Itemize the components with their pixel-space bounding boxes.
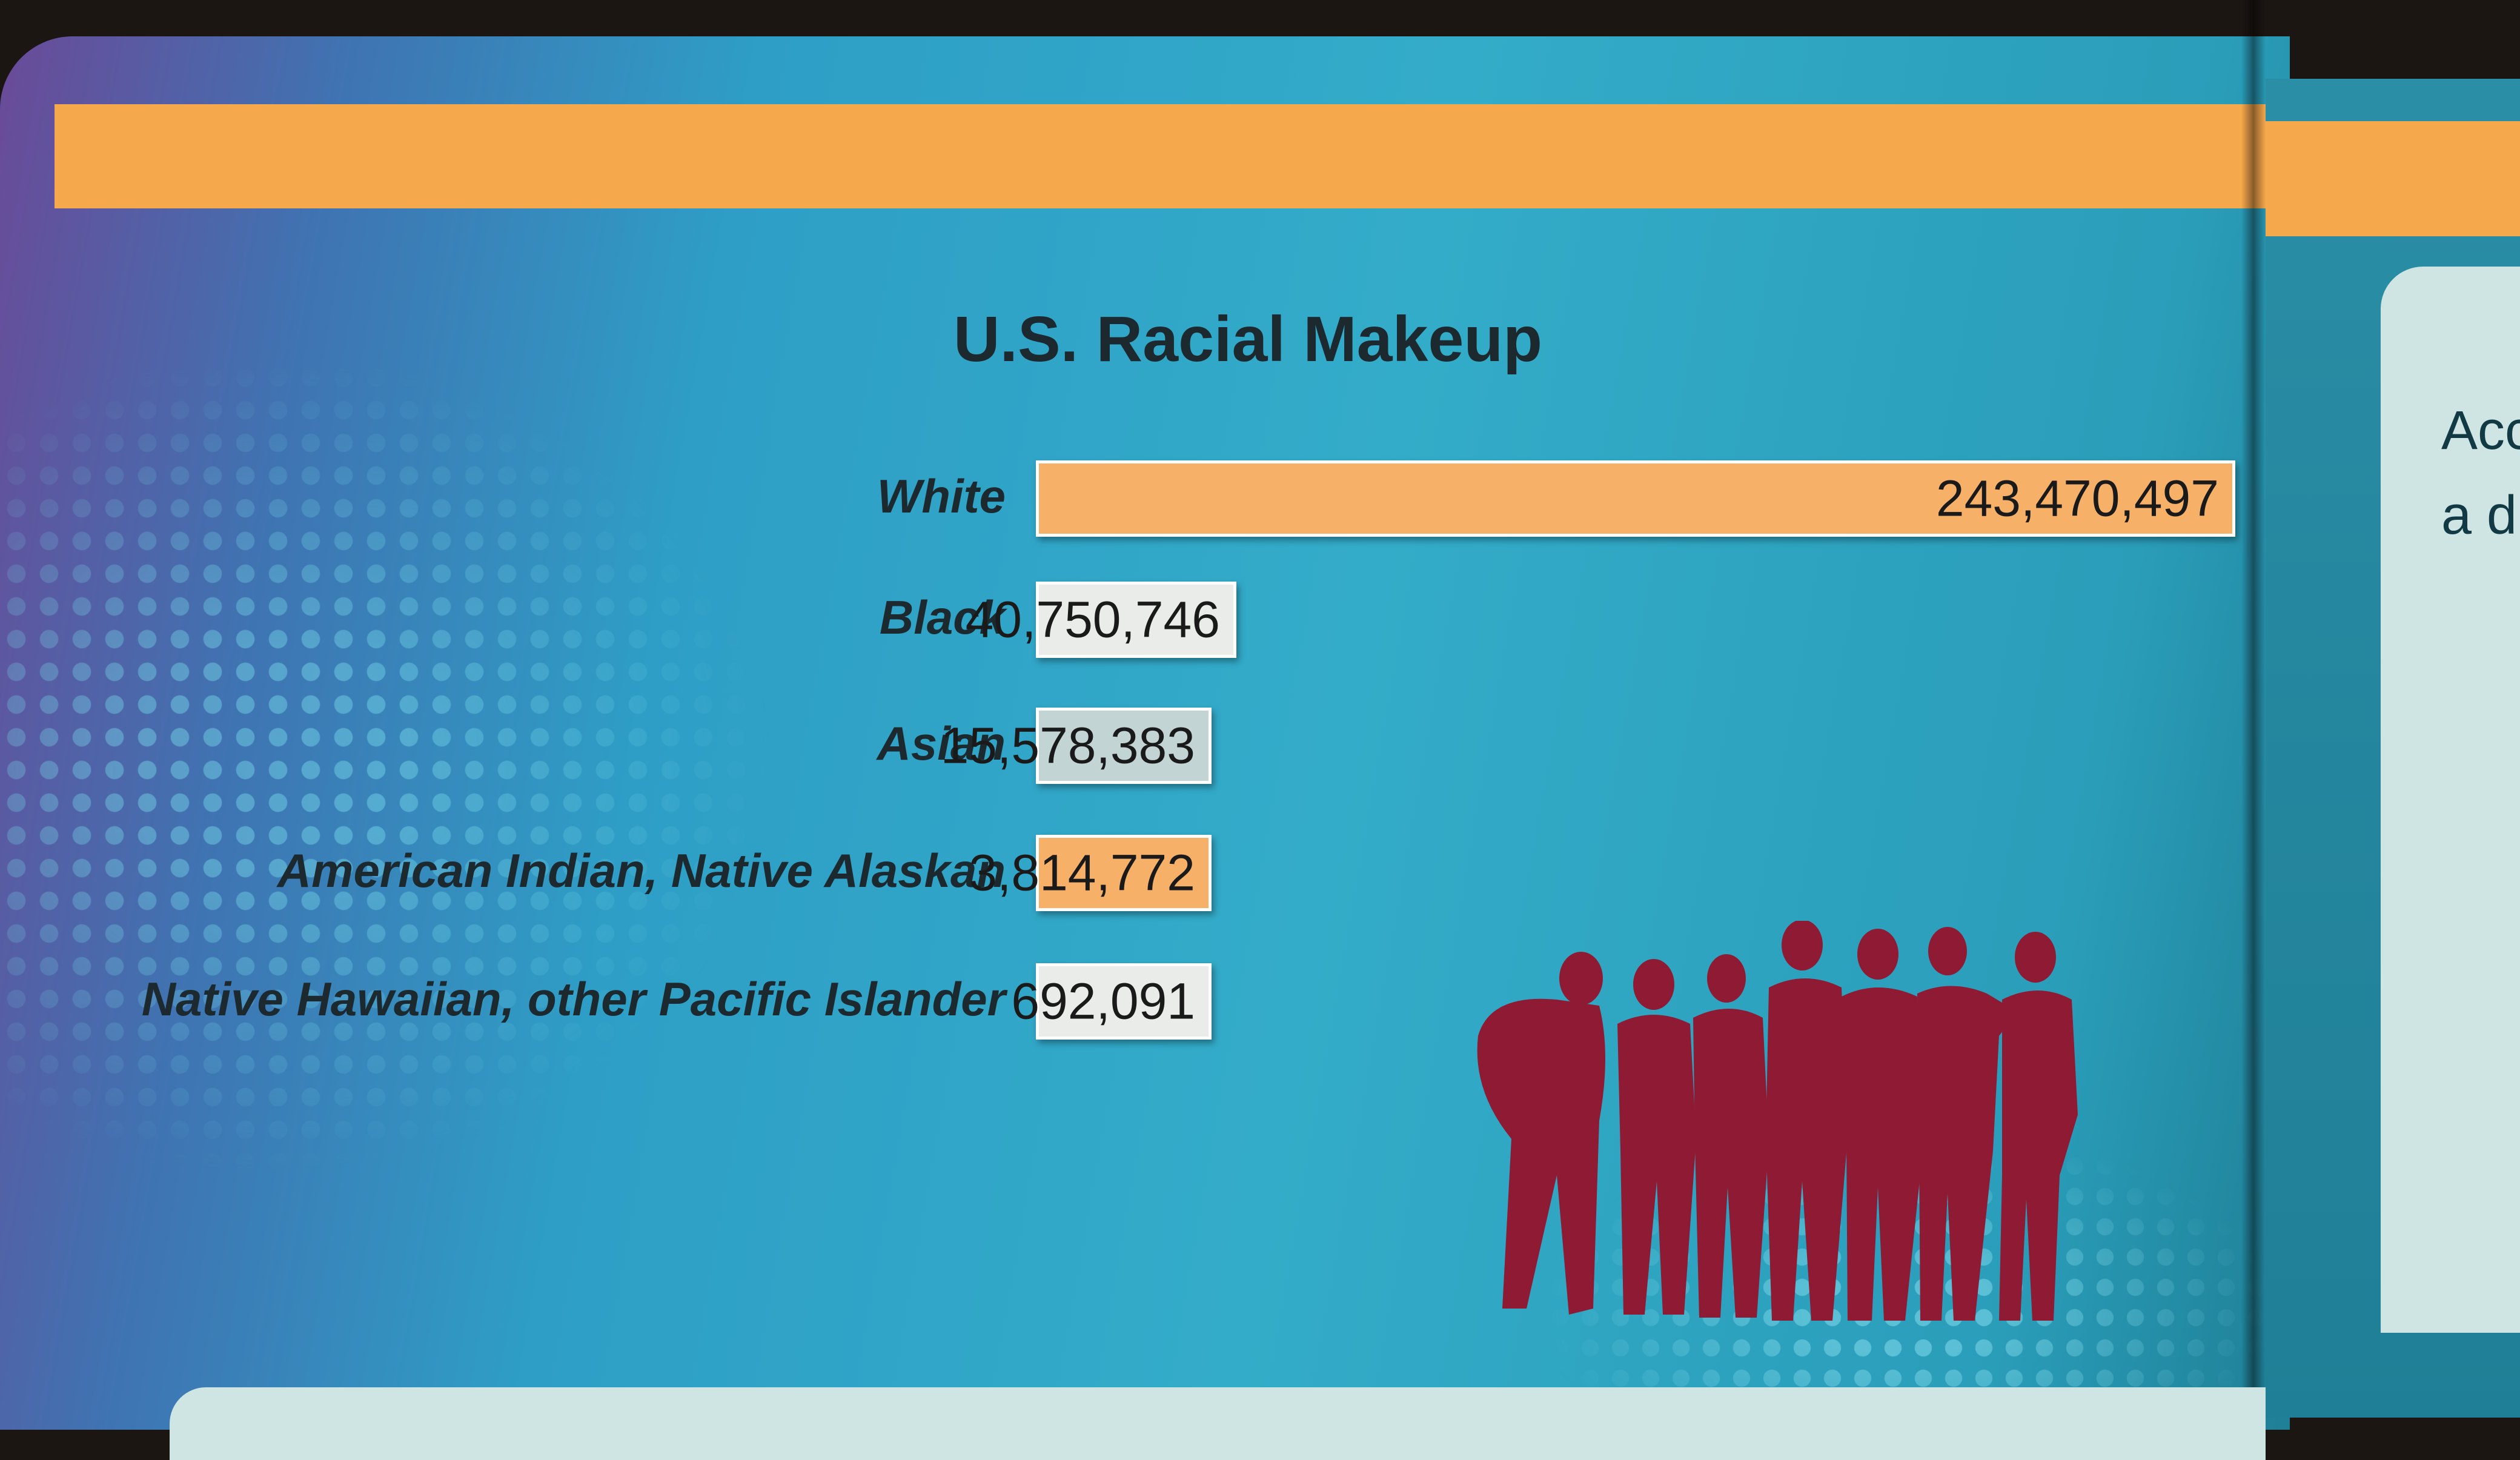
bar: 40,750,746 [966, 582, 1236, 658]
side-panel [2381, 267, 2520, 1333]
bottom-panel [170, 1387, 2266, 1460]
bar: 243,470,497 [1036, 460, 2235, 537]
header-stripe-right [2266, 121, 2520, 236]
book-binding-shadow [2241, 0, 2266, 1418]
data-label: 3,814,772 [969, 844, 1195, 901]
category-label: Asian [877, 717, 1006, 770]
category-label: Black [879, 591, 1006, 644]
category-label: Native Hawaiian, other Pacific Islander [141, 972, 1006, 1026]
halftone-dot-pattern [0, 230, 909, 1418]
side-text-fragment-1: Acc [2441, 400, 2520, 461]
category-label: American Indian, Native Alaskan [277, 844, 1006, 897]
data-label: 243,470,497 [1935, 470, 2219, 527]
header-stripe [55, 104, 2272, 208]
data-label: 692,091 [1011, 972, 1195, 1030]
bar: 15,578,383 [941, 708, 1212, 784]
bar: 692,091 [1011, 963, 1212, 1040]
chart-title: U.S. Racial Makeup [953, 304, 1542, 375]
data-label: 15,578,383 [940, 717, 1195, 774]
people-silhouettes-image [1477, 921, 2078, 1321]
bar: 3,814,772 [969, 835, 1212, 911]
category-label: White [877, 470, 1006, 523]
data-label: 40,750,746 [965, 591, 1220, 648]
side-text-fragment-2: a d [2441, 485, 2518, 546]
